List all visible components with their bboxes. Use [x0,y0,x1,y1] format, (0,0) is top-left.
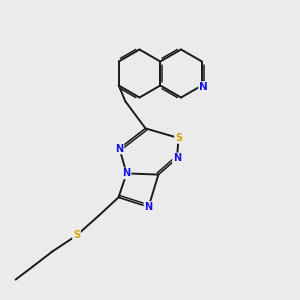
Text: N: N [199,82,208,92]
Text: S: S [73,230,80,241]
Text: N: N [115,143,124,154]
Text: N: N [144,202,153,212]
Text: N: N [122,168,131,178]
Text: S: S [175,133,182,143]
Text: N: N [173,153,181,164]
